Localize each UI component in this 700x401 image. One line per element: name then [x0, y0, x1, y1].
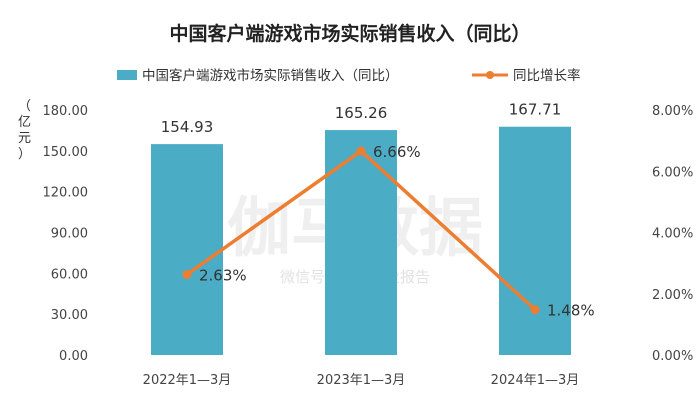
- right-axis: 0.00% 2.00% 4.00% 6.00% 8.00%: [652, 104, 693, 364]
- y-left-tick-label: 60.00: [51, 267, 88, 282]
- line-series: [182, 146, 540, 315]
- line-point: [530, 305, 540, 315]
- bar-series: [151, 126, 571, 355]
- y-right-tick-label: 4.00%: [652, 227, 693, 242]
- y-left-unit-char: （: [18, 99, 31, 114]
- x-axis: 2022年1—3月 2023年1—3月 2024年1—3月: [143, 373, 580, 388]
- y-right-tick-label: 0.00%: [652, 349, 693, 364]
- legend: 中国客户端游戏市场实际销售收入（同比） 同比增长率: [117, 67, 581, 84]
- line-value-label: 6.66%: [373, 143, 421, 161]
- line-point: [356, 146, 366, 156]
- y-left-tick-label: 150.00: [43, 145, 89, 160]
- y-left-tick-label: 30.00: [51, 308, 88, 323]
- bar: [151, 144, 223, 355]
- bar-value-label: 154.93: [161, 118, 214, 136]
- legend-bar-swatch: [117, 70, 137, 80]
- y-left-unit-label: （亿元）: [18, 99, 31, 162]
- y-left-unit-char: ）: [18, 147, 31, 162]
- x-tick-label: 2024年1—3月: [491, 373, 580, 388]
- line-data-labels: 2.63% 6.66% 1.48%: [199, 143, 595, 320]
- y-left-tick-label: 120.00: [43, 186, 89, 201]
- legend-line-marker: [486, 71, 494, 79]
- x-tick-label: 2022年1—3月: [143, 373, 232, 388]
- y-right-tick-label: 2.00%: [652, 288, 693, 303]
- line-point: [182, 269, 192, 279]
- bar: [325, 130, 397, 355]
- y-left-tick-label: 90.00: [51, 227, 88, 242]
- left-axis: 0.00 30.00 60.00 90.00 120.00 150.00 180.00: [43, 104, 89, 364]
- y-left-unit-char: 亿: [18, 115, 31, 130]
- line-value-label: 1.48%: [547, 302, 595, 320]
- bar: [499, 126, 571, 355]
- y-right-tick-label: 6.00%: [652, 165, 693, 180]
- y-left-tick-label: 0.00: [59, 349, 88, 364]
- legend-bar-label: 中国客户端游戏市场实际销售收入（同比）: [142, 67, 399, 84]
- bar-value-label: 167.71: [509, 101, 562, 119]
- legend-line-label: 同比增长率: [513, 67, 581, 84]
- bar-value-label: 165.26: [335, 104, 388, 122]
- line-value-label: 2.63%: [199, 266, 247, 284]
- y-left-unit-char: 元: [18, 131, 31, 146]
- x-tick-label: 2023年1—3月: [317, 373, 406, 388]
- y-left-tick-label: 180.00: [43, 104, 89, 119]
- y-right-tick-label: 8.00%: [652, 104, 693, 119]
- bar-data-labels: 154.93 165.26 167.71: [161, 101, 562, 136]
- chart-title: 中国客户端游戏市场实际销售收入（同比）: [169, 22, 530, 45]
